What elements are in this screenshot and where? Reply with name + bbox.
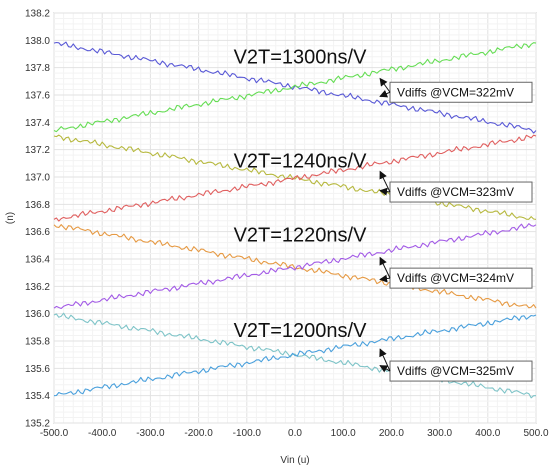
annotation-arrow: [379, 348, 391, 372]
x-tick-label: -500.0: [40, 428, 69, 439]
vdiffs-label: Vdiffs @VCM=325mV: [397, 364, 514, 378]
y-tick-label: 136.0: [25, 309, 50, 320]
x-tick-label: -400.0: [88, 428, 117, 439]
x-tick-label: 100.0: [331, 428, 356, 439]
x-tick-label: 0.0: [288, 428, 302, 439]
annotation-arrow: [379, 77, 391, 93]
vdiffs-label: Vdiffs @VCM=322mV: [397, 85, 514, 99]
annotation-arrow: [379, 89, 391, 98]
v2t-label: V2T=1200ns/V: [234, 320, 368, 342]
ticks-group: -500.0 -400.0 -300.0 -200.0 -100.0 0.0 100.0 20…: [25, 9, 549, 440]
v2t-label: V2T=1240ns/V: [234, 151, 368, 173]
y-tick-label: 137.6: [25, 91, 50, 102]
annotations-group: V2T=1300ns/V Vdiffs @VCM=322mV V2T=1240ns/…: [234, 47, 533, 382]
y-tick-label: 137.8: [25, 63, 50, 74]
y-tick-label: 136.6: [25, 227, 50, 238]
vdiffs-label: Vdiffs @VCM=323mV: [397, 185, 514, 199]
y-tick-label: 136.4: [25, 255, 50, 266]
annotation-arrow: [379, 256, 391, 279]
series-line: [53, 312, 536, 399]
x-tick-label: -100.0: [233, 428, 262, 439]
series-line: [53, 42, 537, 133]
vdiffs-label: Vdiffs @VCM=324mV: [397, 271, 514, 285]
y-tick-label: 137.4: [25, 118, 50, 129]
x-tick-label: 500.0: [523, 428, 548, 439]
y-tick-label: 135.8: [25, 337, 50, 348]
y-axis-label: (n): [5, 212, 16, 224]
x-axis-label: Vin (u): [280, 455, 309, 466]
v2t-label: V2T=1220ns/V: [234, 224, 368, 246]
series-line: [53, 314, 537, 397]
series-line: [53, 134, 537, 222]
annotation-arrow: [379, 170, 391, 193]
series-line: [53, 224, 537, 309]
x-tick-label: 200.0: [379, 428, 404, 439]
x-tick-label: -200.0: [184, 428, 213, 439]
annotation-arrow: [379, 274, 391, 283]
v2t-label: V2T=1300ns/V: [234, 47, 368, 69]
series-group: [53, 41, 537, 399]
y-tick-label: 137.0: [25, 173, 50, 184]
y-tick-label: 135.4: [25, 391, 50, 402]
series-line: [53, 223, 537, 310]
y-tick-label: 136.8: [25, 200, 50, 211]
y-tick-label: 135.2: [25, 419, 50, 430]
x-tick-label: 300.0: [427, 428, 452, 439]
annotation-arrow: [379, 187, 391, 196]
annotation-arrow: [379, 365, 391, 373]
x-tick-label: 400.0: [475, 428, 500, 439]
x-tick-label: -300.0: [136, 428, 165, 439]
series-line: [53, 134, 537, 220]
y-tick-label: 135.6: [25, 364, 50, 375]
y-tick-label: 137.2: [25, 145, 50, 156]
y-tick-label: 138.0: [25, 36, 50, 47]
y-tick-label: 138.2: [25, 9, 50, 20]
y-tick-label: 136.2: [25, 282, 50, 293]
